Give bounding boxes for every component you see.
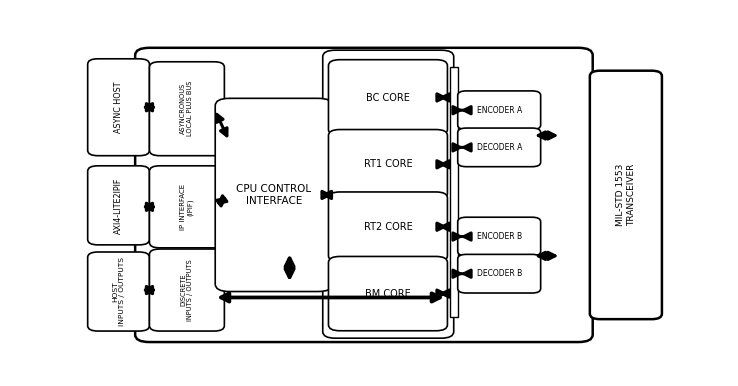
Text: ENCODER B: ENCODER B (477, 232, 522, 241)
FancyBboxPatch shape (458, 217, 541, 256)
FancyBboxPatch shape (328, 256, 447, 331)
Text: CPU CONTROL
INTERFACE: CPU CONTROL INTERFACE (236, 184, 311, 206)
FancyBboxPatch shape (88, 252, 149, 331)
FancyBboxPatch shape (328, 130, 447, 200)
FancyBboxPatch shape (149, 166, 224, 248)
Text: RT2 CORE: RT2 CORE (364, 222, 413, 232)
FancyBboxPatch shape (458, 254, 541, 293)
Text: BC CORE: BC CORE (366, 93, 410, 103)
FancyBboxPatch shape (323, 50, 454, 338)
Bar (450, 67, 458, 317)
Text: AXI4-LITE2IPIF: AXI4-LITE2IPIF (114, 177, 123, 234)
FancyBboxPatch shape (88, 166, 149, 245)
FancyBboxPatch shape (149, 249, 224, 331)
FancyBboxPatch shape (590, 71, 662, 319)
Text: BM CORE: BM CORE (365, 289, 411, 299)
FancyBboxPatch shape (328, 192, 447, 262)
Text: ENCODER A: ENCODER A (477, 106, 522, 115)
FancyBboxPatch shape (458, 91, 541, 130)
Text: ASYNCRONOUS
LOCAL PLUS BUS: ASYNCRONOUS LOCAL PLUS BUS (180, 81, 193, 136)
Text: ASYNC HOST: ASYNC HOST (114, 81, 123, 133)
Text: DECODER B: DECODER B (477, 269, 522, 278)
Text: HOST
INPUTS / OUTPUTS: HOST INPUTS / OUTPUTS (112, 257, 125, 326)
FancyBboxPatch shape (458, 128, 541, 167)
FancyBboxPatch shape (215, 98, 333, 291)
FancyBboxPatch shape (149, 62, 224, 156)
FancyBboxPatch shape (328, 60, 447, 135)
FancyBboxPatch shape (135, 48, 593, 342)
FancyBboxPatch shape (88, 59, 149, 156)
Text: IP INTERFACE
(IPIF): IP INTERFACE (IPIF) (180, 184, 193, 230)
Text: MIL-STD 1553
TRANSCEIVER: MIL-STD 1553 TRANSCEIVER (616, 164, 635, 226)
Text: RT1 CORE: RT1 CORE (364, 159, 413, 169)
Text: DECODER A: DECODER A (477, 143, 522, 152)
Text: DISCRETE
INPUTS / OUTPUTS: DISCRETE INPUTS / OUTPUTS (180, 259, 193, 321)
